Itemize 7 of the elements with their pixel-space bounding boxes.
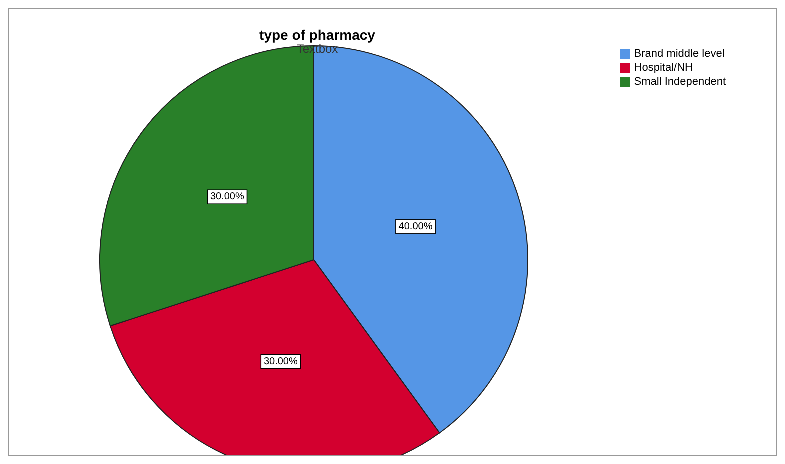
data-label: 30.00%	[264, 356, 298, 368]
chart-title: type of pharmacy	[258, 27, 376, 43]
legend-label: Small Independent	[634, 76, 726, 88]
legend-label: Brand middle level	[634, 48, 725, 60]
data-label: 30.00%	[210, 192, 244, 203]
legend-label: Hospital/NH	[634, 62, 693, 74]
data-label: 40.00%	[398, 221, 433, 232]
